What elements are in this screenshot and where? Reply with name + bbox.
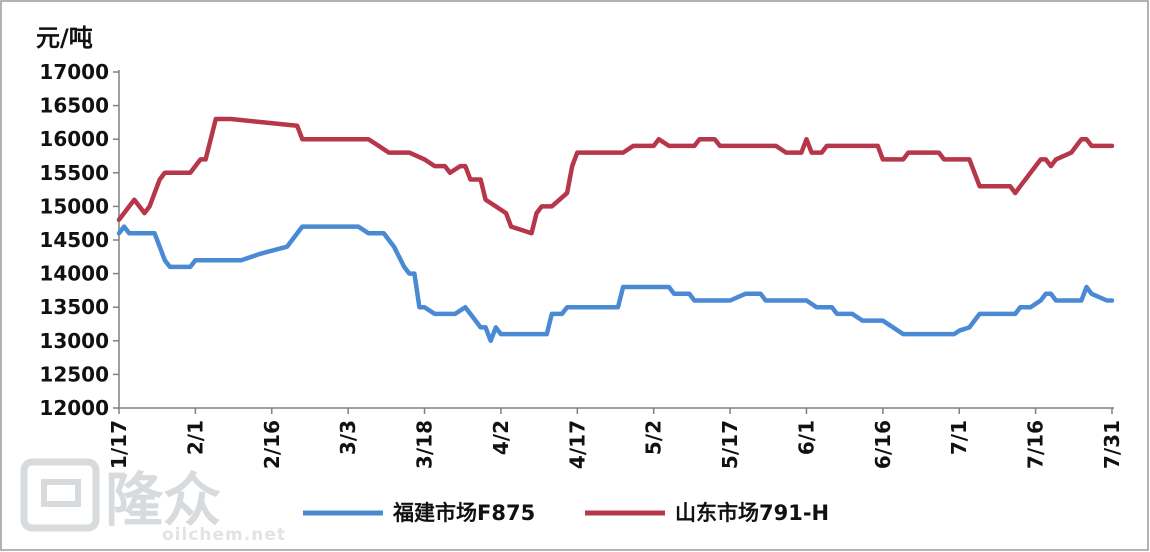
x-tick-label: 7/1 — [947, 420, 971, 455]
y-tick-label: 16500 — [39, 94, 109, 118]
legend: 福建市场F875 山东市场791-H — [303, 501, 829, 525]
x-tick-label: 5/2 — [642, 420, 666, 455]
watermark-logo: 隆众 oilchem.net — [20, 458, 286, 545]
series-line-fujian — [116, 224, 1115, 344]
y-tick-label: 14000 — [39, 262, 109, 286]
x-tick-label: 6/1 — [794, 420, 818, 455]
x-tick-label: 3/18 — [413, 420, 437, 469]
y-tick-label: 17000 — [39, 60, 109, 84]
y-tick-label: 12500 — [39, 362, 109, 386]
x-tick-label: 5/17 — [718, 420, 742, 469]
legend-label-shandong: 山东市场791-H — [675, 501, 829, 525]
y-tick-label: 16000 — [39, 127, 109, 151]
watermark-logo-text: 隆众 — [105, 466, 221, 534]
y-tick-label: 13000 — [39, 329, 109, 353]
x-tick-label: 4/2 — [489, 420, 513, 455]
axes — [118, 70, 1114, 409]
series-lines — [116, 116, 1115, 344]
y-axis-unit: 元/吨 — [36, 24, 93, 52]
x-tick-label: 2/16 — [260, 420, 284, 469]
x-tick-label: 3/3 — [336, 420, 360, 455]
watermark-site: oilchem.net — [162, 525, 286, 545]
legend-label-fujian: 福建市场F875 — [392, 501, 535, 525]
y-axis-ticks: 17000 16500 16000 15500 15000 14500 14000 13500… — [39, 60, 119, 420]
y-tick-label: 12000 — [39, 396, 109, 420]
y-tick-label: 13500 — [39, 295, 109, 319]
x-tick-label: 7/31 — [1100, 420, 1124, 469]
series-line-shandong — [116, 116, 1115, 236]
x-tick-label: 2/1 — [183, 420, 207, 455]
watermark-mark-outline — [20, 458, 100, 532]
y-tick-label: 15500 — [39, 161, 109, 185]
x-axis-ticks: 1/17 2/1 2/16 3/3 3/18 4/2 4/17 5/2 5/17 6/1 6/16 7… — [107, 408, 1124, 469]
y-tick-label: 15000 — [39, 194, 109, 218]
watermark-mark-inner — [41, 479, 81, 507]
y-tick-label: 14500 — [39, 228, 109, 252]
x-tick-label: 1/17 — [107, 420, 131, 469]
x-tick-label: 7/16 — [1024, 420, 1048, 469]
x-tick-label: 4/17 — [565, 420, 589, 469]
x-tick-label: 6/16 — [871, 420, 895, 469]
